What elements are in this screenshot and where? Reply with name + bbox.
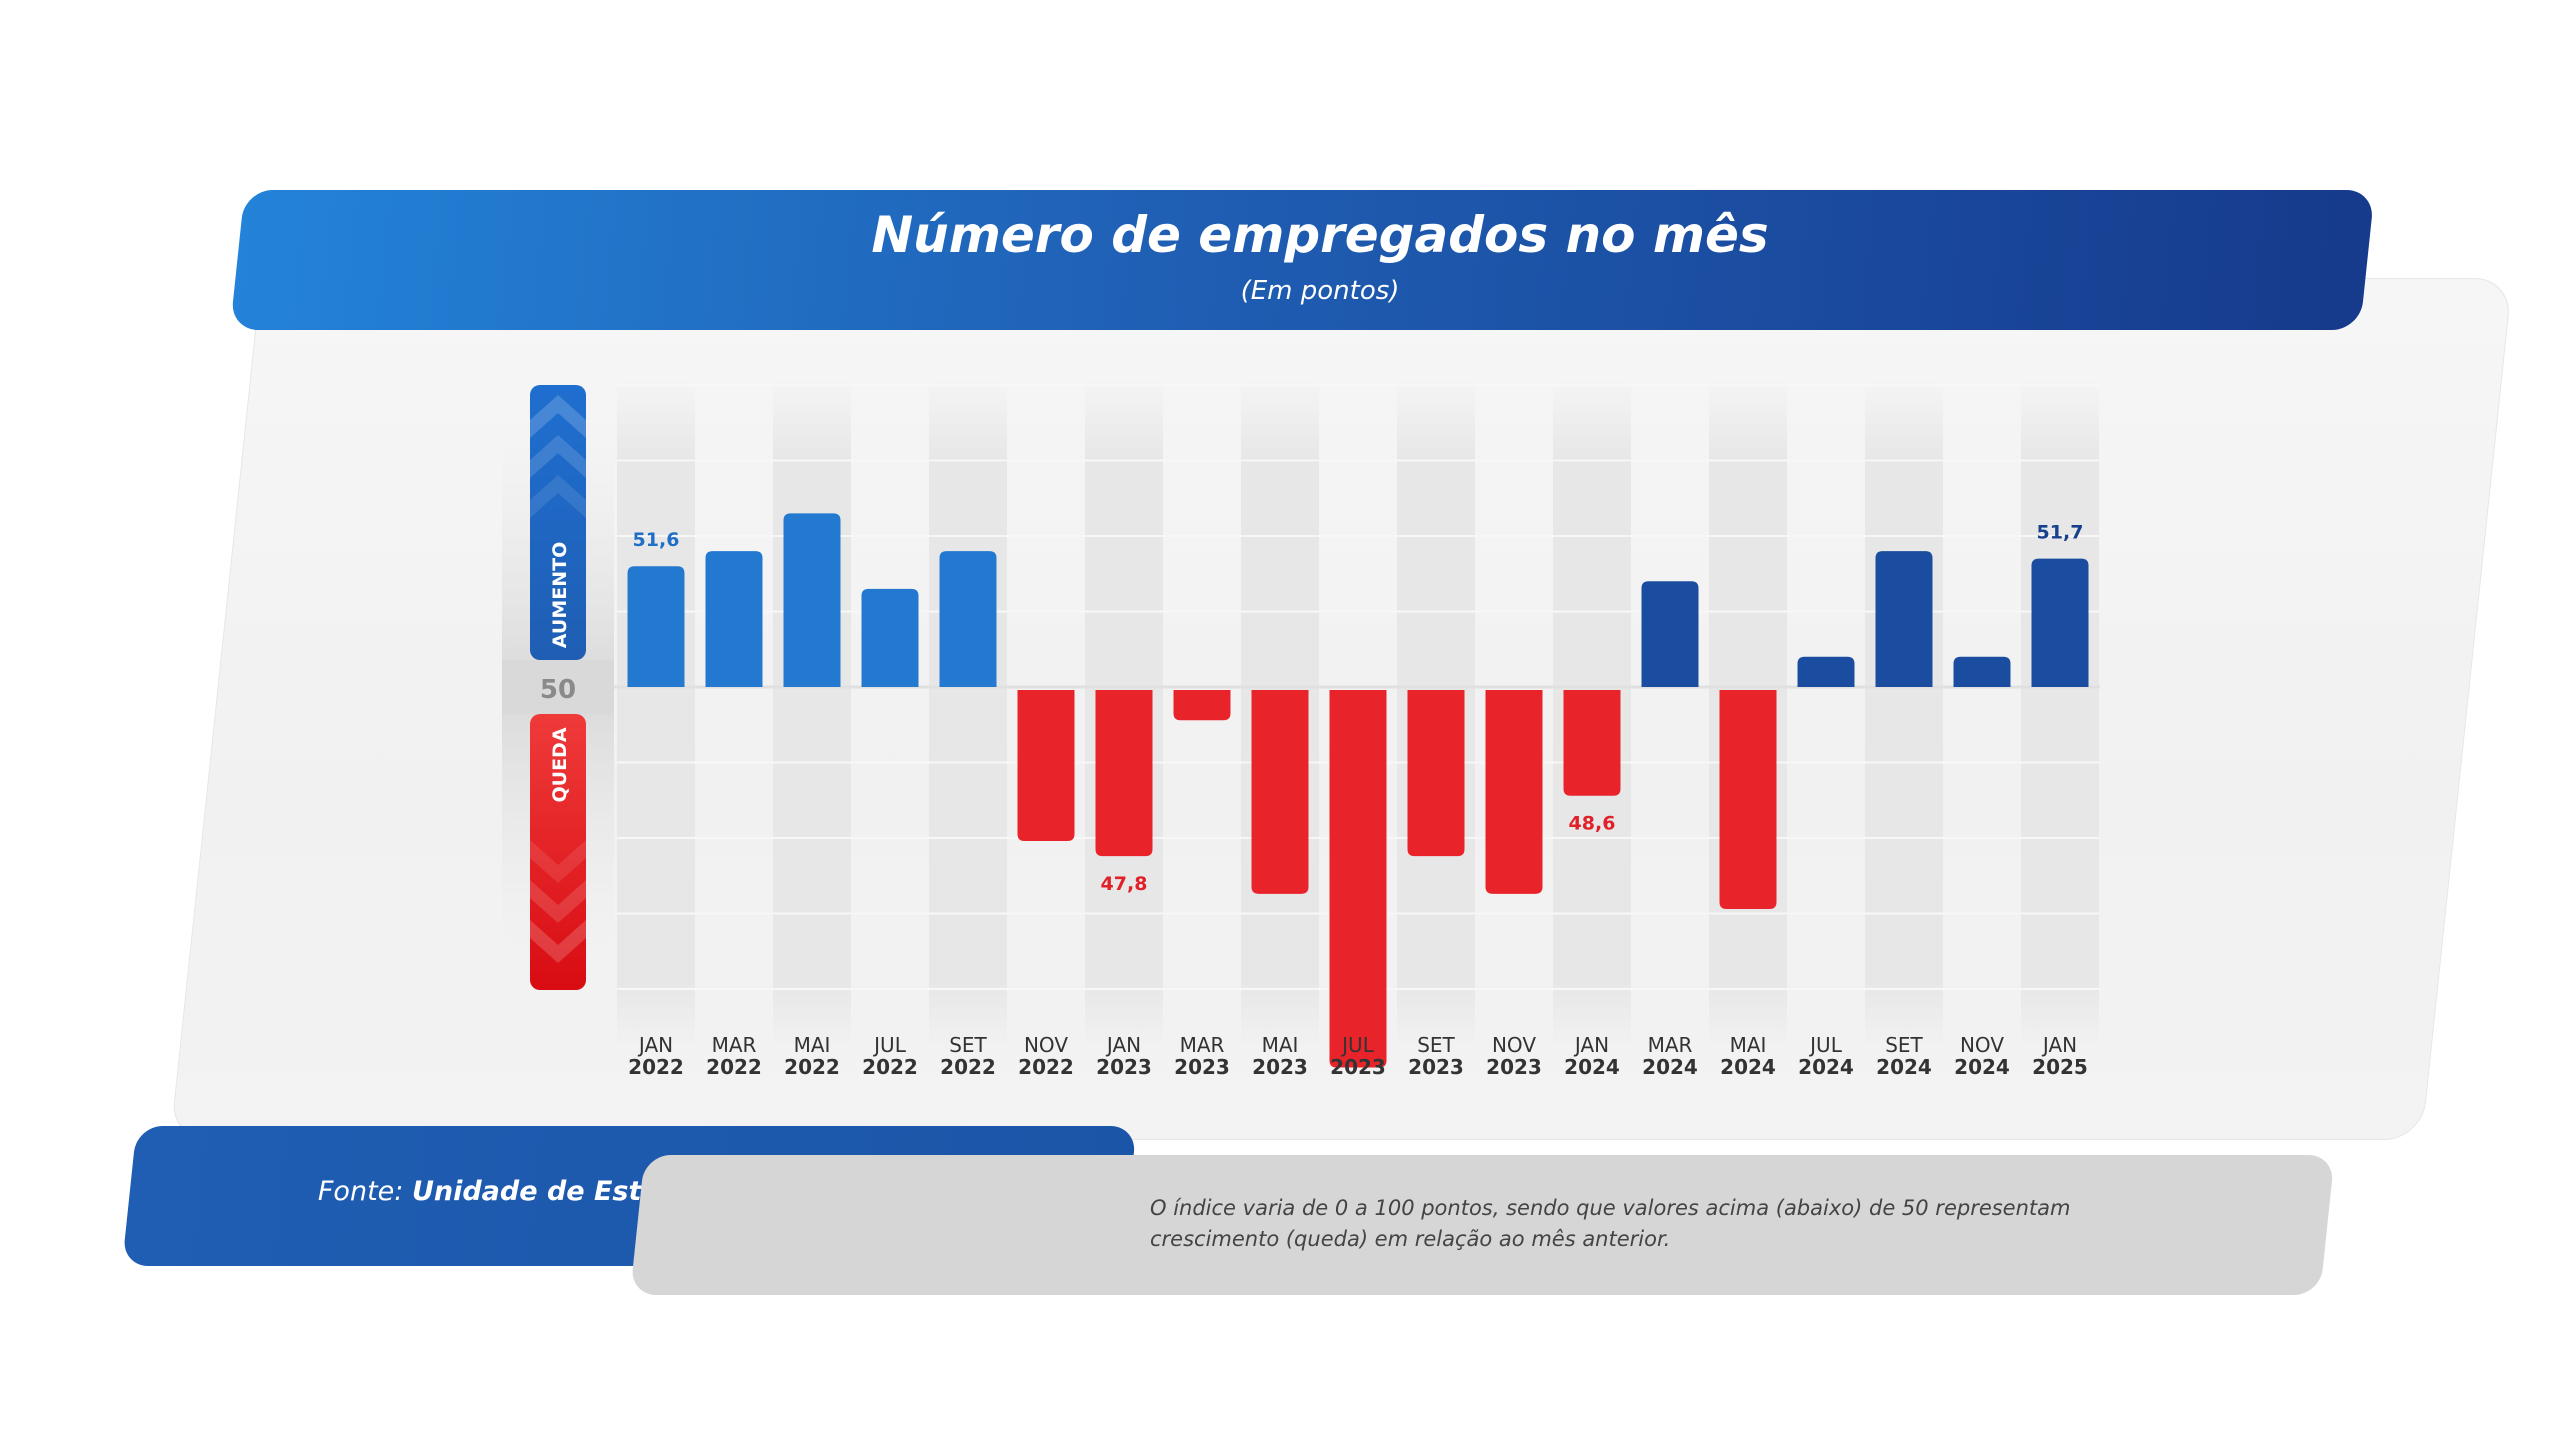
x-tick-month: JAN bbox=[637, 1033, 673, 1057]
bar bbox=[1875, 551, 1933, 687]
bar bbox=[1407, 690, 1465, 857]
x-tick-year: 2024 bbox=[1642, 1055, 1698, 1079]
bar bbox=[783, 513, 841, 687]
x-tick-year: 2023 bbox=[1096, 1055, 1152, 1079]
x-tick-month: MAR bbox=[1648, 1033, 1693, 1057]
x-tick-month: SET bbox=[1885, 1033, 1923, 1057]
index-note: O índice varia de 0 a 100 pontos, sendo … bbox=[1150, 1196, 2071, 1251]
x-tick-year: 2022 bbox=[1018, 1055, 1074, 1079]
chevron-up-icon bbox=[530, 395, 586, 438]
x-tick-month: MAI bbox=[1262, 1033, 1299, 1057]
x-tick-month: MAR bbox=[1180, 1033, 1225, 1057]
bar bbox=[1173, 690, 1231, 721]
chevron-up-icon bbox=[530, 475, 586, 518]
x-tick-year: 2022 bbox=[940, 1055, 996, 1079]
bar bbox=[939, 551, 997, 687]
bar bbox=[1719, 690, 1777, 909]
source-prefix: Fonte: bbox=[317, 1176, 412, 1207]
x-tick-year: 2022 bbox=[862, 1055, 918, 1079]
x-tick-year: 2024 bbox=[1798, 1055, 1854, 1079]
indicator-down-bar bbox=[530, 714, 586, 990]
data-label: 47,8 bbox=[1101, 873, 1148, 895]
x-tick-year: 2022 bbox=[706, 1055, 762, 1079]
x-tick-month: MAR bbox=[712, 1033, 757, 1057]
data-label: 48,6 bbox=[1569, 813, 1616, 835]
x-tick-year: 2024 bbox=[1876, 1055, 1932, 1079]
x-tick-month: NOV bbox=[1024, 1033, 1068, 1057]
column-band bbox=[929, 380, 1007, 1050]
chevron-down-icon bbox=[530, 840, 586, 883]
x-tick-month: JUL bbox=[1340, 1033, 1375, 1057]
baseline-box bbox=[502, 660, 614, 714]
x-tick-year: 2025 bbox=[2032, 1055, 2088, 1079]
baseline-label: 50 bbox=[540, 675, 576, 705]
column-band bbox=[773, 380, 851, 1050]
bar bbox=[1329, 690, 1387, 1068]
bar bbox=[1485, 690, 1543, 894]
x-tick-year: 2024 bbox=[1564, 1055, 1620, 1079]
chart-title: Número de empregados no mês bbox=[871, 206, 1769, 264]
decrease-label: QUEDA bbox=[549, 727, 571, 802]
direction-indicator: 50 AUMENTO QUEDA bbox=[502, 385, 614, 990]
x-tick-month: JUL bbox=[872, 1033, 907, 1057]
x-tick-month: JAN bbox=[1573, 1033, 1609, 1057]
x-tick-month: JUL bbox=[1808, 1033, 1843, 1057]
x-tick-year: 2023 bbox=[1174, 1055, 1230, 1079]
column-band bbox=[2021, 380, 2099, 1050]
x-tick-month: JAN bbox=[1105, 1033, 1141, 1057]
column-band bbox=[617, 380, 695, 1050]
chart-subtitle: (Em pontos) bbox=[1240, 276, 1400, 306]
x-tick-month: NOV bbox=[1960, 1033, 2004, 1057]
data-label: 51,6 bbox=[633, 529, 680, 551]
x-tick-month: SET bbox=[1417, 1033, 1455, 1057]
x-tick-month: NOV bbox=[1492, 1033, 1536, 1057]
chevron-up-icon bbox=[530, 435, 586, 478]
x-tick-year: 2023 bbox=[1486, 1055, 1542, 1079]
increase-label: AUMENTO bbox=[549, 542, 571, 648]
x-tick-month: MAI bbox=[794, 1033, 831, 1057]
chevron-down-icon bbox=[530, 920, 586, 963]
bar bbox=[861, 588, 919, 687]
bar bbox=[1641, 581, 1699, 687]
chevron-down-icon bbox=[530, 880, 586, 923]
bar bbox=[2031, 558, 2089, 687]
bar bbox=[1953, 656, 2011, 687]
column-band bbox=[1865, 380, 1943, 1050]
x-tick-month: MAI bbox=[1730, 1033, 1767, 1057]
x-tick-month: SET bbox=[949, 1033, 987, 1057]
bar bbox=[1251, 690, 1309, 894]
bar bbox=[627, 566, 685, 687]
bar bbox=[1797, 656, 1855, 687]
bar bbox=[705, 551, 763, 687]
x-tick-year: 2023 bbox=[1408, 1055, 1464, 1079]
x-tick-year: 2023 bbox=[1252, 1055, 1308, 1079]
x-tick-year: 2024 bbox=[1954, 1055, 2010, 1079]
x-tick-year: 2022 bbox=[784, 1055, 840, 1079]
bar bbox=[1563, 690, 1621, 796]
bar bbox=[1095, 690, 1153, 857]
x-tick-year: 2023 bbox=[1330, 1055, 1386, 1079]
x-tick-year: 2022 bbox=[628, 1055, 684, 1079]
bar bbox=[1017, 690, 1075, 841]
x-tick-year: 2024 bbox=[1720, 1055, 1776, 1079]
data-label: 51,7 bbox=[2037, 522, 2084, 544]
indicator-up-bar bbox=[530, 385, 586, 660]
x-tick-month: JAN bbox=[2041, 1033, 2077, 1057]
